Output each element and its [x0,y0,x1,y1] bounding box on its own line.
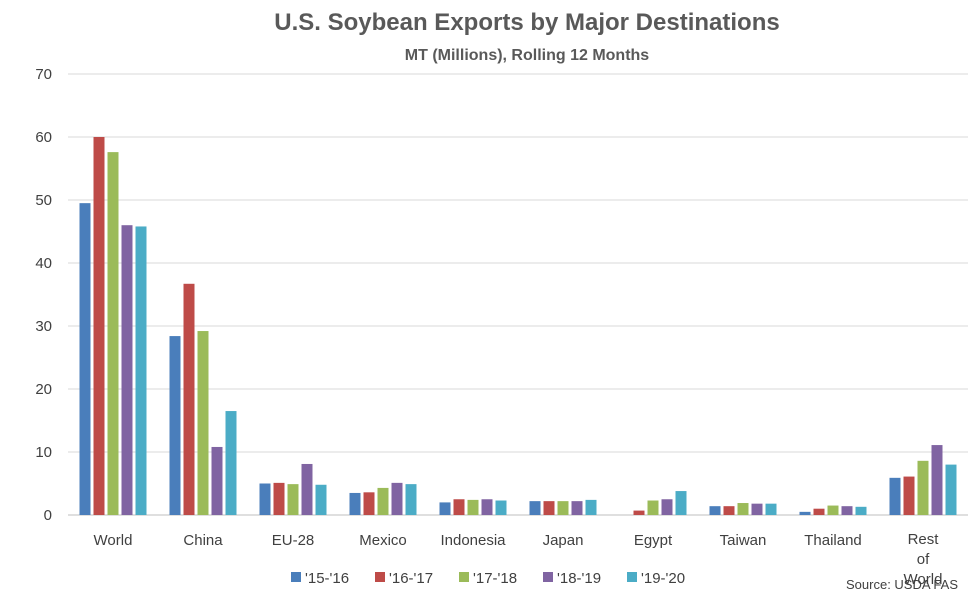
bar [287,484,299,515]
bar [799,511,811,515]
x-tick-label: Egypt [634,532,673,549]
bar [183,283,195,515]
y-tick-label: 70 [35,66,52,83]
bar [585,499,597,515]
y-tick-label: 30 [35,318,52,335]
bar [675,491,687,515]
bar [723,506,735,515]
bar [225,411,237,515]
legend-label: '17-'18 [473,570,517,587]
legend-label: '15-'16 [305,570,349,587]
bar [349,492,361,515]
y-tick-label: 0 [44,507,52,524]
chart-title: U.S. Soybean Exports by Major Destinatio… [274,9,779,36]
legend-item: '15-'16 [291,570,349,587]
bar [647,500,659,515]
bar [751,503,763,515]
chart-subtitle: MT (Millions), Rolling 12 Months [405,47,650,64]
y-tick-label: 60 [35,129,52,146]
bar [273,482,285,515]
source-note: Source: USDA FAS [846,577,958,592]
bar [439,502,451,515]
y-tick-label: 10 [35,444,52,461]
bar [841,506,853,515]
bar [813,508,825,515]
bar [301,463,313,515]
bar [495,500,507,515]
x-tick-label: Taiwan [720,532,767,549]
bars [79,137,957,515]
y-tick-label: 20 [35,381,52,398]
bar [661,499,673,515]
bar [557,501,569,515]
x-tick-label: Thailand [804,532,862,549]
bar [889,477,901,515]
bar [107,152,119,515]
bar [709,506,721,515]
bar [405,484,417,515]
bar [121,225,133,515]
bar [79,203,91,515]
bar [135,226,147,515]
legend-label: '19-'20 [641,570,685,587]
x-tick-label: Indonesia [440,532,506,549]
bar [931,445,943,515]
bar [855,506,867,515]
bar [377,487,389,515]
bar [945,464,957,515]
bar [737,503,749,515]
legend-item: '16-'17 [375,570,433,587]
legend-swatch [375,572,385,582]
bar [169,336,181,515]
x-tick-label: Rest of World [904,531,943,588]
bar [903,476,915,515]
bar [481,499,493,515]
y-axis: 0 10 20 30 40 50 60 70 [35,66,52,524]
bar [211,446,223,515]
bar [827,505,839,515]
bar [259,483,271,515]
legend-label: '16-'17 [389,570,433,587]
bar [315,484,327,515]
x-tick-label: Japan [543,532,584,549]
bar [467,499,479,515]
y-tick-label: 40 [35,255,52,272]
x-tick-label: EU-28 [272,532,315,549]
legend-item: '19-'20 [627,570,685,587]
legend-item: '18-'19 [543,570,601,587]
x-tick-label: World [94,532,133,549]
legend-swatch [627,572,637,582]
legend-swatch [543,572,553,582]
legend-swatch [459,572,469,582]
bar [197,331,209,515]
legend-item: '17-'18 [459,570,517,587]
bar [93,137,105,515]
x-tick-label: Mexico [359,532,407,549]
bar [529,501,541,515]
x-tick-label: China [183,532,223,549]
x-axis: World China EU-28 Mexico Indonesia Japan Egypt… [94,531,943,588]
bar [633,510,645,515]
bar [391,482,403,515]
bar [363,492,375,515]
legend-swatch [291,572,301,582]
legend: '15-'16 '16-'17 '17-'18 '18-'19 '19-'20 [291,570,685,587]
y-tick-label: 50 [35,192,52,209]
bar [917,460,929,515]
legend-label: '18-'19 [557,570,601,587]
bar [571,501,583,515]
bar [543,501,555,515]
bar [453,499,465,515]
bar [765,503,777,515]
